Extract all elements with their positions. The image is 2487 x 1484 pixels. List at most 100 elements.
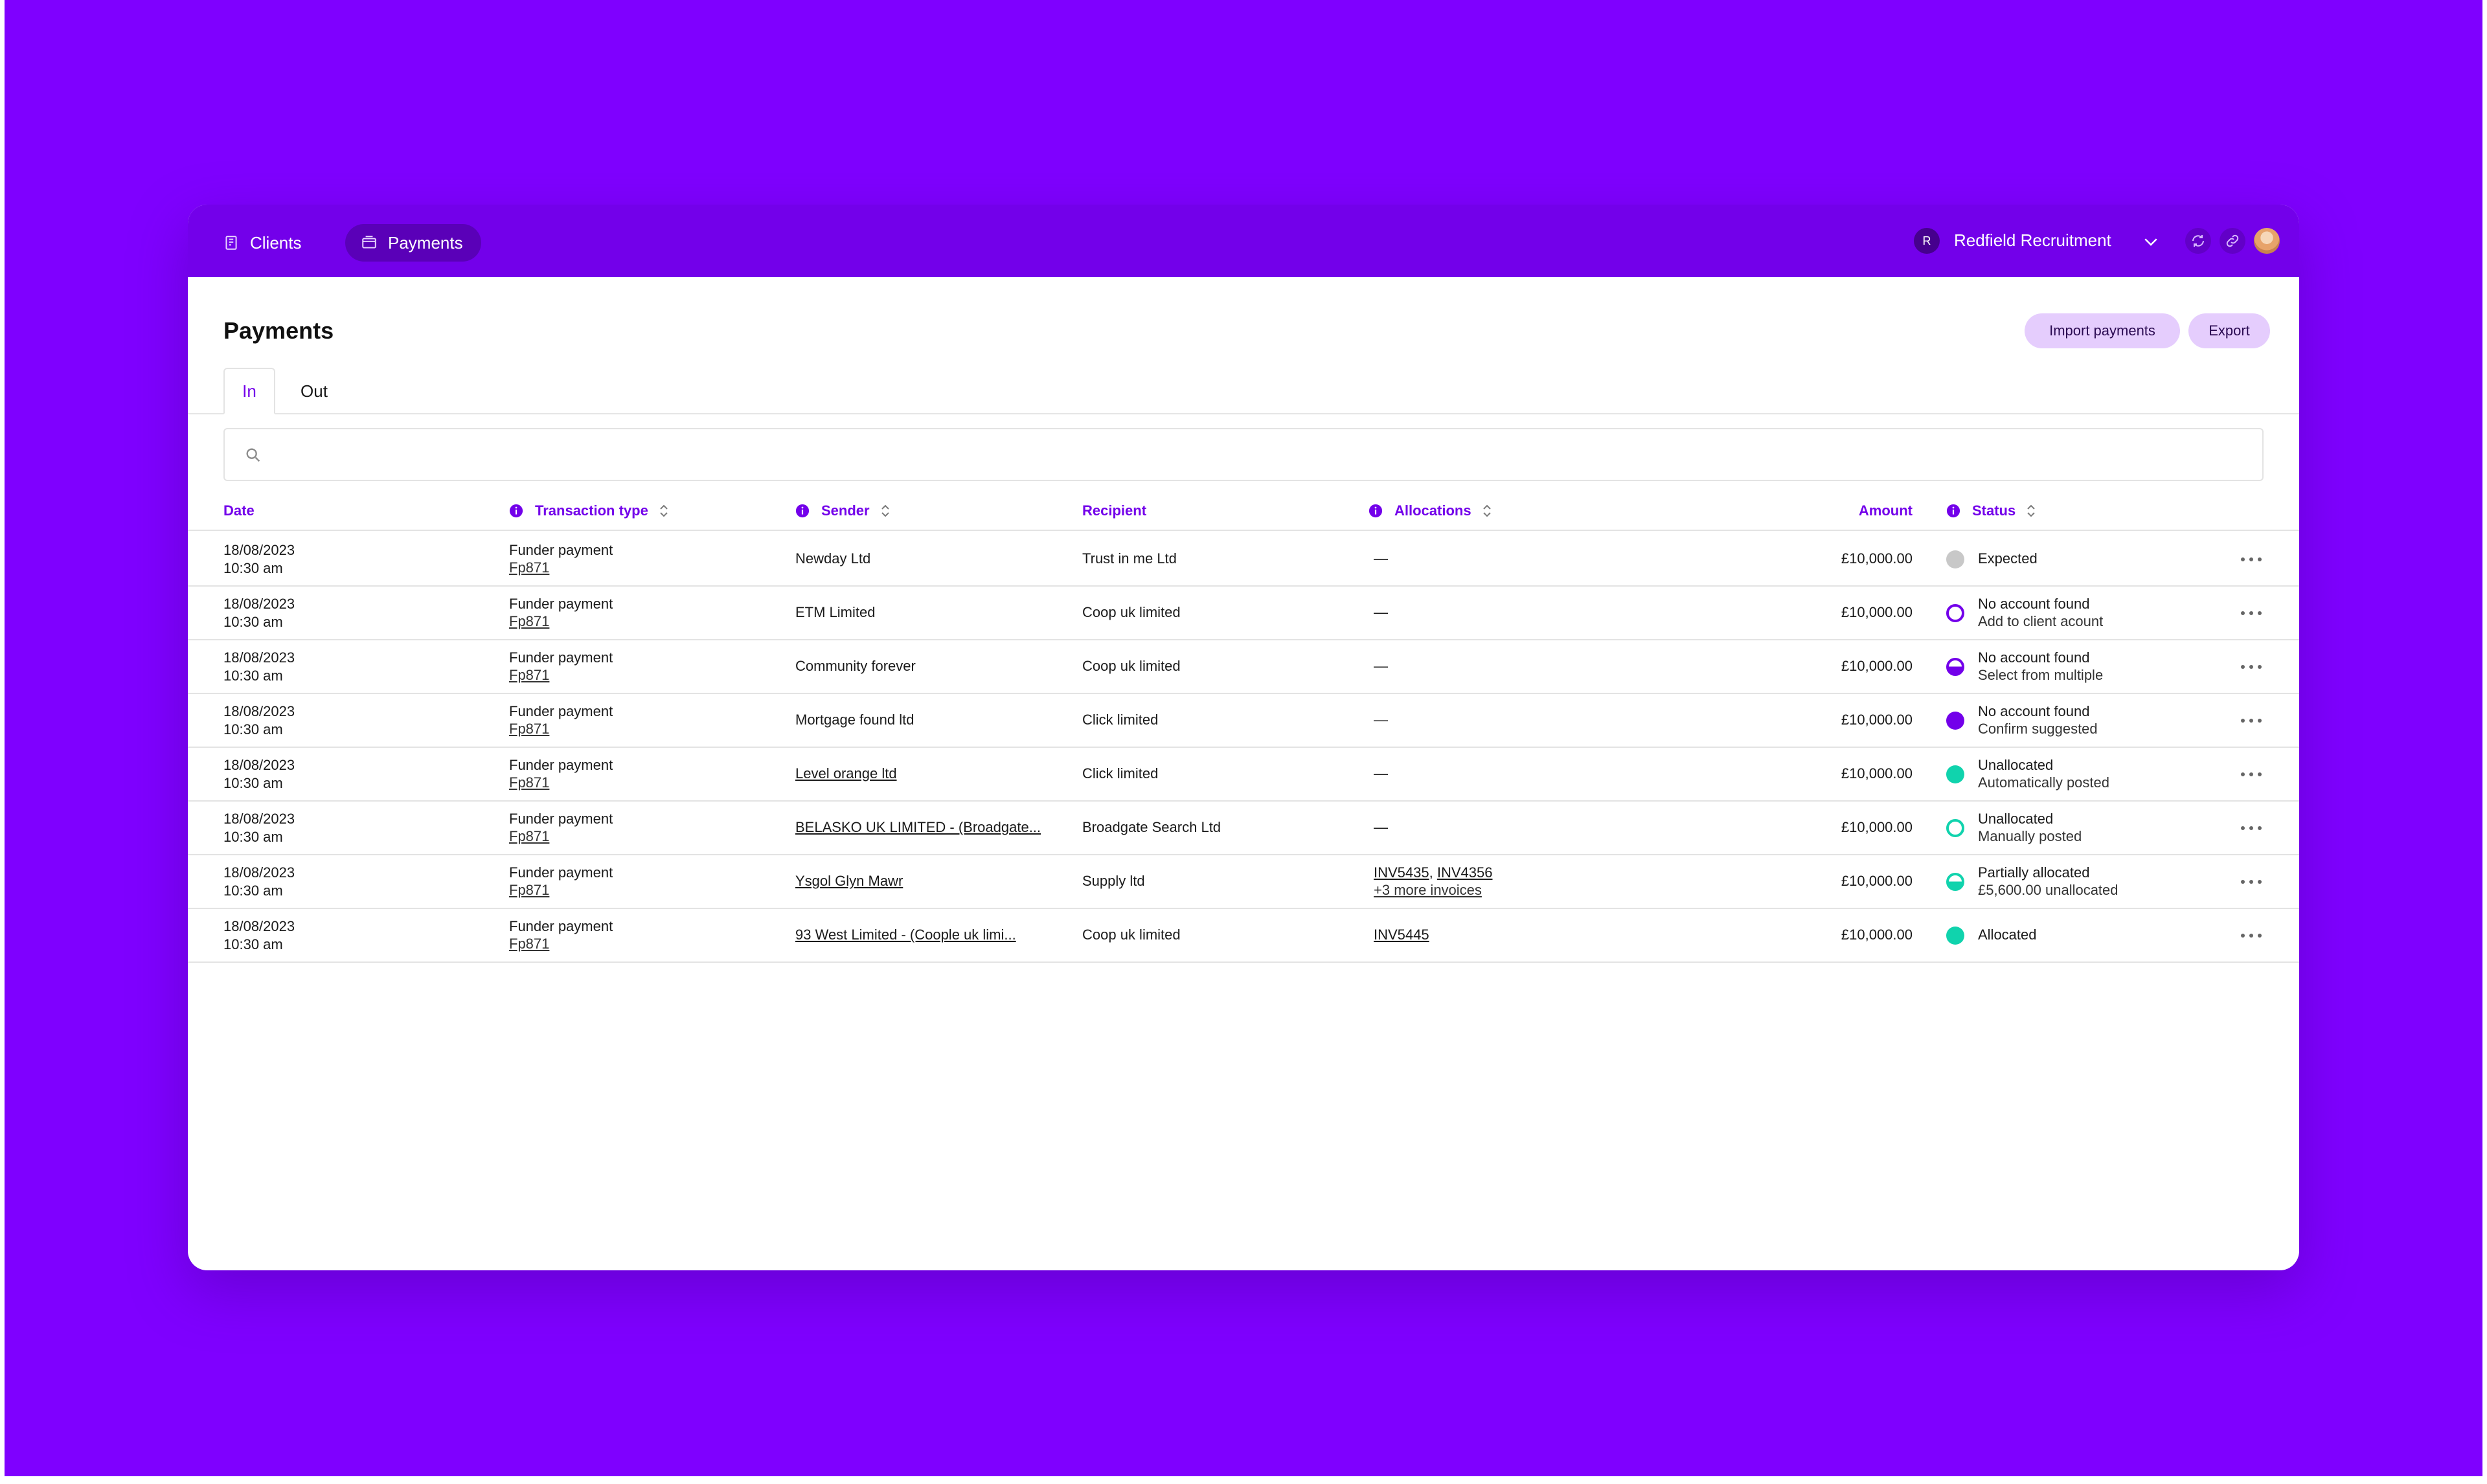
info-icon[interactable] bbox=[509, 504, 523, 518]
time-value: 10:30 am bbox=[223, 560, 283, 576]
table-row[interactable]: 18/08/2023 10:30 am Funder payment Fp871 93 … bbox=[188, 909, 2299, 963]
status-sublabel: Confirm suggested bbox=[1978, 721, 2098, 737]
transaction-ref-link[interactable]: Fp871 bbox=[509, 721, 550, 737]
table-row[interactable]: 18/08/2023 10:30 am Funder payment Fp871 New… bbox=[188, 533, 2299, 587]
table-row[interactable]: 18/08/2023 10:30 am Funder payment Fp871 ETM… bbox=[188, 587, 2299, 640]
sender-cell[interactable]: Ysgol Glyn Mawr bbox=[795, 873, 903, 889]
status-cell: No account found Confirm suggested bbox=[1978, 703, 2098, 737]
row-actions-button[interactable] bbox=[2241, 713, 2264, 728]
organisation-switcher[interactable]: Redfield Recruitment bbox=[1954, 230, 2111, 250]
user-avatar[interactable] bbox=[2254, 228, 2280, 254]
date-value: 18/08/2023 bbox=[223, 811, 295, 827]
transaction-type-cell: Funder payment Fp871 bbox=[509, 864, 613, 899]
table-row[interactable]: 18/08/2023 10:30 am Funder payment Fp871 Ysg… bbox=[188, 855, 2299, 909]
more-icon bbox=[2249, 719, 2253, 723]
amount-cell: £10,000.00 bbox=[1841, 819, 1913, 835]
status-cell: No account found Select from multiple bbox=[1978, 649, 2103, 684]
transaction-type-cell: Funder payment Fp871 bbox=[509, 703, 613, 737]
transaction-ref-link[interactable]: Fp871 bbox=[509, 774, 550, 791]
row-actions-button[interactable] bbox=[2241, 605, 2264, 621]
tab-in[interactable]: In bbox=[223, 368, 275, 414]
more-icon bbox=[2258, 557, 2262, 561]
date-cell: 18/08/2023 10:30 am bbox=[223, 703, 295, 739]
link-icon bbox=[2226, 234, 2239, 247]
status-sublabel: Automatically posted bbox=[1978, 774, 2109, 791]
more-invoices-link[interactable]: +3 more invoices bbox=[1374, 882, 1482, 898]
column-status-label: Status bbox=[1972, 502, 2016, 519]
date-value: 18/08/2023 bbox=[223, 864, 295, 881]
sender-cell: Newday Ltd bbox=[795, 550, 871, 567]
column-status[interactable]: Status bbox=[1946, 501, 2038, 521]
transaction-ref-link[interactable]: Fp871 bbox=[509, 613, 550, 629]
status-label: Allocated bbox=[1978, 927, 2037, 943]
status-indicator bbox=[1946, 550, 1964, 568]
date-cell: 18/08/2023 10:30 am bbox=[223, 917, 295, 954]
transaction-ref-link[interactable]: Fp871 bbox=[509, 667, 550, 683]
sort-icon[interactable] bbox=[1481, 502, 1493, 519]
row-actions-button[interactable] bbox=[2241, 552, 2264, 567]
sort-icon[interactable] bbox=[657, 502, 670, 519]
nav-payments[interactable]: Payments bbox=[345, 224, 481, 262]
date-value: 18/08/2023 bbox=[223, 918, 295, 934]
column-transaction-type[interactable]: Transaction type bbox=[509, 501, 670, 521]
more-icon bbox=[2241, 826, 2245, 830]
time-value: 10:30 am bbox=[223, 936, 283, 952]
info-icon[interactable] bbox=[1946, 504, 1960, 518]
chevron-down-icon[interactable] bbox=[2141, 232, 2161, 251]
row-actions-button[interactable] bbox=[2241, 659, 2264, 675]
invoice-link[interactable]: INV5435 bbox=[1374, 864, 1429, 881]
sort-icon[interactable] bbox=[2025, 502, 2038, 519]
more-icon bbox=[2258, 826, 2262, 830]
date-value: 18/08/2023 bbox=[223, 703, 295, 719]
link-button[interactable] bbox=[2220, 228, 2245, 254]
transaction-ref-link[interactable]: Fp871 bbox=[509, 559, 550, 576]
date-cell: 18/08/2023 10:30 am bbox=[223, 756, 295, 793]
sort-icon[interactable] bbox=[879, 502, 892, 519]
row-actions-button[interactable] bbox=[2241, 820, 2264, 836]
column-recipient: Recipient bbox=[1082, 501, 1146, 521]
sender-cell[interactable]: BELASKO UK LIMITED - (Broadgate... bbox=[795, 819, 1041, 835]
sender-cell[interactable]: 93 West Limited - (Coople uk limi... bbox=[795, 927, 1016, 943]
transaction-ref-link[interactable]: Fp871 bbox=[509, 936, 550, 952]
transaction-type-value: Funder payment bbox=[509, 811, 613, 827]
table-row[interactable]: 18/08/2023 10:30 am Funder payment Fp871 Mor… bbox=[188, 694, 2299, 748]
row-actions-button[interactable] bbox=[2241, 928, 2264, 943]
sender-cell[interactable]: Level orange ltd bbox=[795, 765, 897, 781]
column-sender[interactable]: Sender bbox=[795, 501, 892, 521]
column-sender-label: Sender bbox=[821, 502, 870, 519]
invoice-link[interactable]: INV4356 bbox=[1437, 864, 1493, 881]
column-allocations[interactable]: Allocations bbox=[1368, 501, 1493, 521]
column-recipient-label: Recipient bbox=[1082, 502, 1147, 519]
info-icon[interactable] bbox=[1368, 504, 1383, 518]
transaction-ref-link[interactable]: Fp871 bbox=[509, 882, 550, 898]
amount-cell: £10,000.00 bbox=[1841, 604, 1913, 620]
payments-icon bbox=[362, 236, 376, 249]
search-bar[interactable] bbox=[223, 428, 2264, 481]
more-icon bbox=[2249, 880, 2253, 884]
status-indicator bbox=[1946, 712, 1964, 730]
transaction-ref-link[interactable]: Fp871 bbox=[509, 828, 550, 844]
table-row[interactable]: 18/08/2023 10:30 am Funder payment Fp871 Lev… bbox=[188, 748, 2299, 802]
column-amount-label: Amount bbox=[1858, 502, 1913, 519]
amount-cell: £10,000.00 bbox=[1841, 765, 1913, 781]
nav-clients[interactable]: Clients bbox=[207, 224, 319, 262]
table-row[interactable]: 18/08/2023 10:30 am Funder payment Fp871 Com… bbox=[188, 640, 2299, 694]
table-row[interactable]: 18/08/2023 10:30 am Funder payment Fp871 BEL… bbox=[188, 802, 2299, 855]
info-icon[interactable] bbox=[795, 504, 810, 518]
allocations-cell: INV5435, INV4356 +3 more invoices bbox=[1374, 864, 1493, 898]
search-input[interactable] bbox=[277, 436, 2245, 475]
import-payments-button[interactable]: Import payments bbox=[2025, 313, 2180, 348]
recipient-cell: Broadgate Search Ltd bbox=[1082, 819, 1221, 835]
time-value: 10:30 am bbox=[223, 775, 283, 791]
export-button[interactable]: Export bbox=[2188, 313, 2270, 348]
refresh-icon bbox=[2192, 235, 2204, 247]
row-actions-button[interactable] bbox=[2241, 767, 2264, 782]
transaction-type-cell: Funder payment Fp871 bbox=[509, 810, 613, 845]
refresh-button[interactable] bbox=[2185, 228, 2211, 254]
tab-out[interactable]: Out bbox=[301, 381, 328, 401]
row-actions-button[interactable] bbox=[2241, 874, 2264, 890]
recipient-cell: Coop uk limited bbox=[1082, 927, 1181, 943]
page-title: Payments bbox=[223, 317, 334, 344]
date-cell: 18/08/2023 10:30 am bbox=[223, 864, 295, 900]
invoice-link[interactable]: INV5445 bbox=[1374, 927, 1429, 943]
